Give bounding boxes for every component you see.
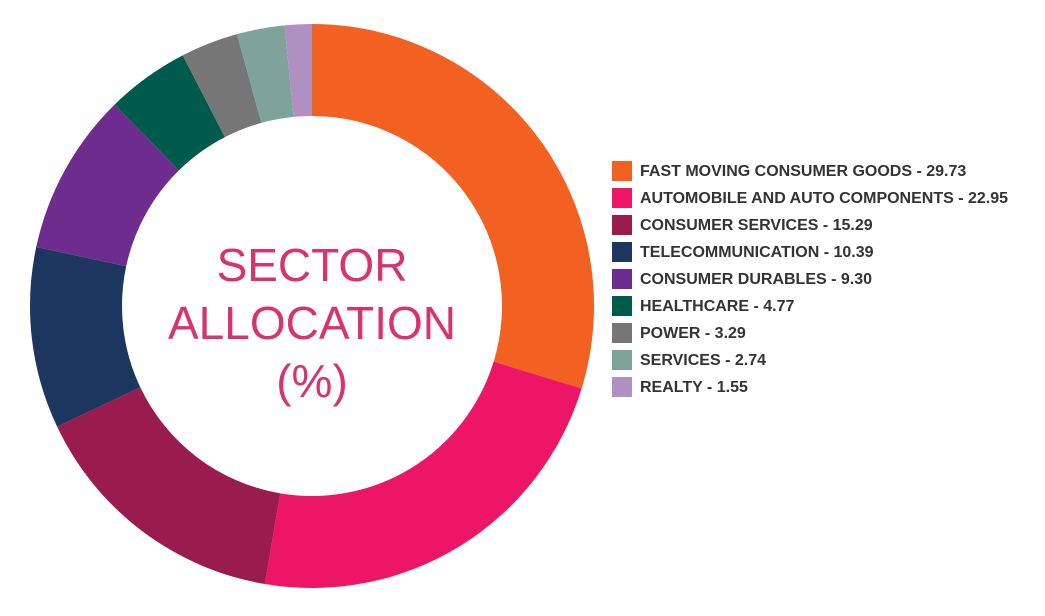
legend-text: REALTY - 1.55: [640, 376, 1010, 399]
legend-swatch: [612, 377, 632, 397]
legend-separator: -: [826, 271, 841, 288]
legend-label: CONSUMER SERVICES: [640, 217, 819, 234]
legend-item: AUTOMOBILE AND AUTO COMPONENTS - 22.95: [612, 187, 1032, 210]
legend-item: FAST MOVING CONSUMER GOODS - 29.73: [612, 160, 1032, 183]
legend-label: REALTY: [640, 379, 703, 396]
legend-value: 29.73: [926, 163, 967, 180]
legend-item: TELECOMMUNICATION - 10.39: [612, 241, 1032, 264]
donut-slice: [312, 24, 594, 389]
donut-slice: [264, 361, 582, 588]
legend-swatch: [612, 296, 632, 316]
donut-slice: [30, 247, 141, 427]
legend-item: SERVICES - 2.74: [612, 349, 1032, 372]
legend-swatch: [612, 323, 632, 343]
legend-item: HEALTHCARE - 4.77: [612, 295, 1032, 318]
donut-slice: [36, 104, 179, 267]
legend-label: CONSUMER DURABLES: [640, 271, 827, 288]
legend-text: TELECOMMUNICATION - 10.39: [640, 241, 1010, 264]
legend-value: 15.29: [832, 217, 873, 234]
legend-text: FAST MOVING CONSUMER GOODS - 29.73: [640, 160, 1010, 183]
donut-slice: [57, 387, 281, 585]
legend-separator: -: [749, 298, 764, 315]
legend-item: CONSUMER DURABLES - 9.30: [612, 268, 1032, 291]
legend-separator: -: [912, 163, 927, 180]
legend-text: AUTOMOBILE AND AUTO COMPONENTS - 22.95: [640, 187, 1010, 210]
legend-text: CONSUMER SERVICES - 15.29: [640, 214, 1010, 237]
legend-text: SERVICES - 2.74: [640, 349, 1010, 372]
legend-text: CONSUMER DURABLES - 9.30: [640, 268, 1010, 291]
donut-slice: [114, 55, 225, 171]
legend-value: 2.74: [734, 352, 766, 369]
legend-swatch: [612, 161, 632, 181]
legend-separator: -: [720, 352, 735, 369]
legend-text: HEALTHCARE - 4.77: [640, 295, 1010, 318]
legend-separator: -: [819, 244, 834, 261]
legend-value: 3.29: [714, 325, 746, 342]
legend-item: REALTY - 1.55: [612, 376, 1032, 399]
legend-separator: -: [818, 217, 833, 234]
donut-slice: [284, 24, 312, 117]
legend-label: TELECOMMUNICATION: [640, 244, 820, 261]
legend-separator: -: [953, 190, 968, 207]
legend: FAST MOVING CONSUMER GOODS - 29.73 AUTOMO…: [612, 160, 1032, 403]
legend-label: POWER: [640, 325, 701, 342]
legend-label: AUTOMOBILE AND AUTO COMPONENTS: [640, 190, 954, 207]
legend-text: POWER - 3.29: [640, 322, 1010, 345]
legend-label: HEALTHCARE: [640, 298, 750, 315]
legend-item: CONSUMER SERVICES - 15.29: [612, 214, 1032, 237]
legend-swatch: [612, 269, 632, 289]
legend-value: 9.30: [840, 271, 873, 288]
legend-swatch: [612, 215, 632, 235]
donut-slice: [236, 25, 294, 123]
legend-value: 22.95: [968, 190, 1009, 207]
legend-value: 1.55: [716, 379, 748, 396]
legend-swatch: [612, 188, 632, 208]
legend-value: 10.39: [833, 244, 874, 261]
legend-value: 4.77: [763, 298, 795, 315]
chart-title: SECTOR ALLOCATION (%): [168, 239, 456, 407]
legend-separator: -: [702, 379, 717, 396]
legend-swatch: [612, 350, 632, 370]
legend-swatch: [612, 242, 632, 262]
legend-label: FAST MOVING CONSUMER GOODS: [640, 163, 913, 180]
legend-item: POWER - 3.29: [612, 322, 1032, 345]
legend-label: SERVICES: [640, 352, 721, 369]
donut-slice: [182, 34, 262, 138]
legend-separator: -: [700, 325, 715, 342]
